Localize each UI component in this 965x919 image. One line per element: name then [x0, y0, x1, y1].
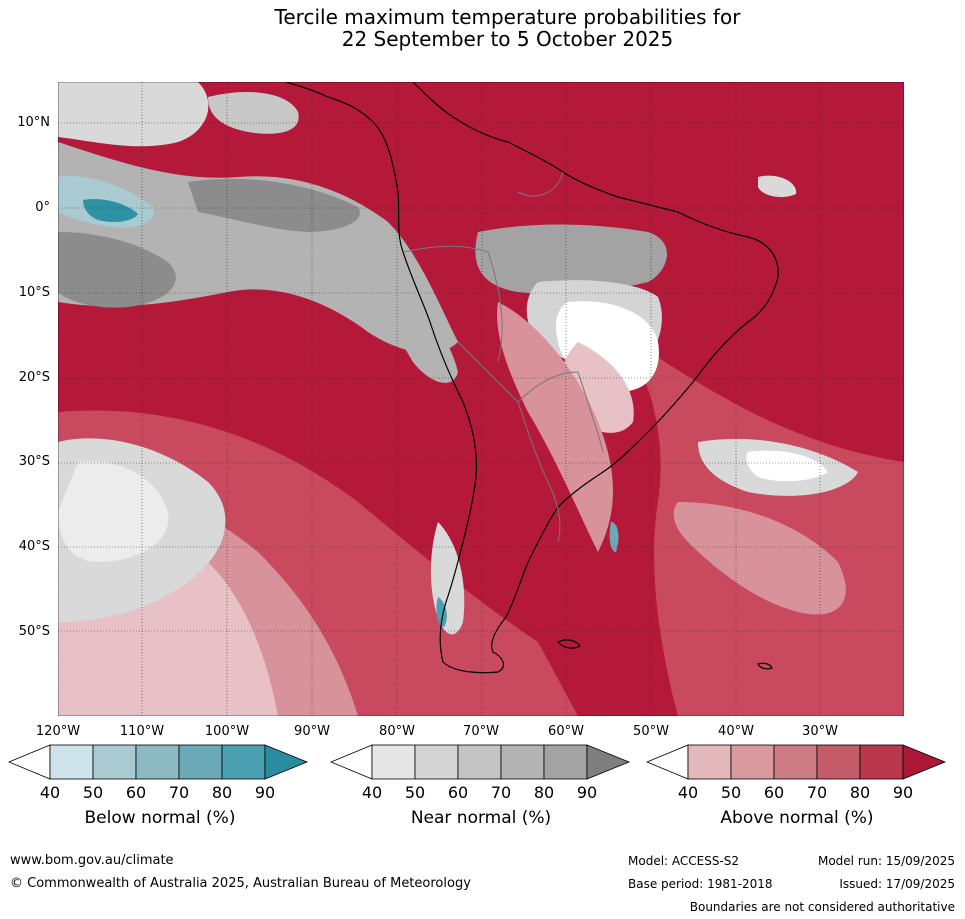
lon-label-50w: 50°W: [633, 724, 669, 739]
lon-label-60w: 60°W: [548, 724, 584, 739]
colorbar-segment-high: [264, 744, 309, 780]
above-pale-atlantic: [673, 502, 846, 615]
colorbar-segment-1: [371, 744, 416, 780]
colorbar-segment-high: [902, 744, 947, 780]
above-normal-colorbar: [646, 744, 947, 780]
colorbar-segment-5: [543, 744, 588, 780]
colorbar-segment-low: [330, 744, 373, 780]
lon-label-100w: 100°W: [204, 724, 250, 739]
below-normal-colorbar: [8, 744, 309, 780]
colorbar-segment-5: [221, 744, 266, 780]
lon-label-120w: 120°W: [35, 724, 81, 739]
below-normal-patagonia: [436, 597, 447, 627]
near-normal-light-pacific-north: [58, 82, 209, 147]
white-patch-pacific-south: [58, 461, 169, 562]
colorbar-segment-high: [586, 744, 631, 780]
colorbar-tick-label: 80: [533, 783, 555, 802]
probability-map: [58, 82, 904, 716]
above-normal-title: Above normal (%): [720, 808, 874, 828]
colorbar-tick-label: 40: [677, 783, 699, 802]
colorbar-tick-label: 40: [361, 783, 383, 802]
lon-label-110w: 110°W: [119, 724, 165, 739]
lat-label-40s: 40°S: [18, 539, 50, 554]
colorbar-segment-1: [49, 744, 94, 780]
near-normal-dark-pacific: [58, 232, 176, 308]
colorbar-tick-label: 50: [404, 783, 426, 802]
near-normal-small-atlantic: [758, 175, 797, 198]
colorbar-tick-label: 50: [82, 783, 104, 802]
colorbar-tick-label: 80: [849, 783, 871, 802]
colorbar-tick-label: 60: [763, 783, 785, 802]
lon-label-90w: 90°W: [294, 724, 330, 739]
website-url[interactable]: www.bom.gov.au/climate: [10, 853, 174, 868]
near-normal-title: Near normal (%): [410, 808, 552, 828]
below-normal-dark-pacific: [83, 198, 138, 222]
colorbar-segment-4: [816, 744, 861, 780]
near-normal-equatorial-pacific: [58, 142, 458, 353]
colorbar-segment-2: [92, 744, 137, 780]
lat-label-20s: 20°S: [18, 370, 50, 385]
near-normal-colorbar: [330, 744, 631, 780]
map-title-line-2: 22 September to 5 October 2025: [341, 27, 674, 51]
lon-label-30w: 30°W: [802, 724, 838, 739]
colorbar-tick-label: 50: [720, 783, 742, 802]
lon-label-80w: 80°W: [379, 724, 415, 739]
above-light-band-brazil: [497, 302, 613, 552]
below-normal-title: Below normal (%): [84, 808, 236, 828]
colorbar-segment-low: [8, 744, 51, 780]
colorbar-tick-label: 60: [125, 783, 147, 802]
colorbar-tick-label: 70: [806, 783, 828, 802]
colorbar-segment-2: [730, 744, 775, 780]
lat-label-10s: 10°S: [18, 285, 50, 300]
colorbar-segment-3: [457, 744, 502, 780]
colorbar-segment-1: [687, 744, 732, 780]
colorbar-segment-low: [646, 744, 689, 780]
near-normal-amazon: [475, 224, 667, 294]
lat-label-50s: 50°S: [18, 624, 50, 639]
lon-label-40w: 40°W: [718, 724, 754, 739]
near-normal-pacific-band: [188, 178, 360, 232]
below-normal-falklands: [609, 522, 619, 552]
near-normal-peru-coast: [387, 282, 458, 383]
colorbar-tick-label: 90: [254, 783, 276, 802]
falkland-islands: [557, 639, 581, 649]
south-georgia: [757, 662, 773, 670]
graticule: [58, 82, 904, 716]
colorbar-segment-4: [500, 744, 545, 780]
boundary-disclaimer: Boundaries are not considered authoritat…: [689, 900, 955, 914]
country-borders: [402, 171, 604, 543]
lon-label-70w: 70°W: [463, 724, 499, 739]
copyright-notice: © Commonwealth of Australia 2025, Austra…: [10, 876, 471, 891]
lat-label-0: 0°: [35, 200, 50, 215]
model-run-date: Model run: 15/09/2025: [817, 854, 955, 868]
colorbar-segment-5: [859, 744, 904, 780]
lat-label-10n: 10°N: [17, 115, 50, 130]
south-america-coastline: [285, 82, 779, 674]
near-normal-light-north-2: [208, 92, 299, 134]
model-name: Model: ACCESS-S2: [628, 854, 740, 868]
colorbar-tick-label: 90: [576, 783, 598, 802]
colorbar-tick-label: 40: [39, 783, 61, 802]
colorbar-tick-label: 90: [892, 783, 914, 802]
colorbar-segment-4: [178, 744, 223, 780]
colorbar-tick-label: 80: [211, 783, 233, 802]
colorbar-tick-label: 70: [168, 783, 190, 802]
colorbar-segment-3: [773, 744, 818, 780]
colorbar-segment-3: [135, 744, 180, 780]
white-patch-south-atlantic: [746, 450, 828, 482]
issued-date: Issued: 17/09/2025: [839, 877, 955, 891]
colorbar-segment-2: [414, 744, 459, 780]
base-period: Base period: 1981-2018: [628, 877, 773, 891]
map-title-line-1: Tercile maximum temperature probabilitie…: [274, 5, 741, 29]
lat-label-30s: 30°S: [18, 454, 50, 469]
colorbar-tick-label: 70: [490, 783, 512, 802]
colorbar-tick-label: 60: [447, 783, 469, 802]
